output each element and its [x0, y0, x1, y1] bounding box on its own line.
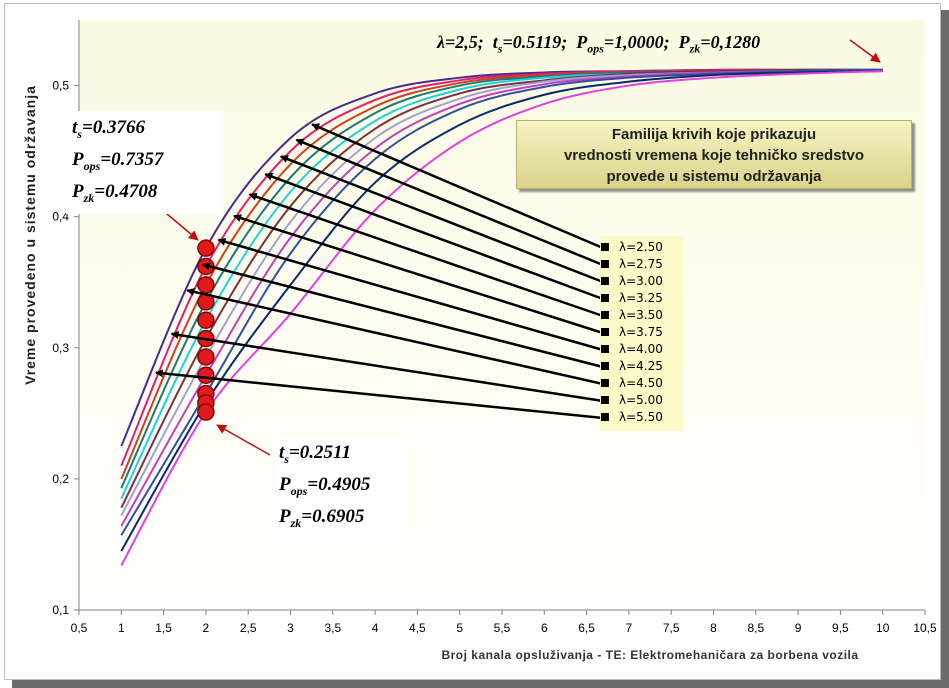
figure-shadow-bottom	[12, 678, 949, 688]
y-tick-label: 0,3	[52, 341, 69, 355]
legend-label: λ=4.50	[619, 376, 663, 390]
x-tick-label: 9,5	[832, 621, 849, 635]
legend-swatch	[601, 294, 609, 302]
legend-arrow-1	[295, 138, 604, 267]
x-tick-label: 1,5	[155, 621, 172, 635]
x-tick-label: 2,5	[240, 621, 257, 635]
legend-arrow-10	[154, 369, 604, 420]
y-tick-label: 0,2	[52, 472, 69, 486]
legend-label: λ=4.25	[619, 359, 663, 373]
marker-x2-4	[197, 311, 215, 329]
y-tick-label: 0,1	[52, 603, 69, 617]
legend-swatch	[601, 311, 609, 319]
caption-line-3: provede u sistemu održavanja	[606, 168, 822, 185]
series-line-8	[120, 68, 883, 536]
x-tick-label: 10	[876, 621, 890, 635]
legend-swatch	[601, 362, 609, 370]
legend-label: λ=5.50	[619, 410, 663, 424]
upper-pzk: Pzk=0.4708	[72, 180, 158, 205]
legend-swatch	[601, 345, 609, 353]
x-tick-label: 3	[287, 621, 294, 635]
x-tick-label: 7	[626, 621, 633, 635]
x-tick-label: 4,5	[409, 621, 426, 635]
lower-pops: Pops=0.4905	[279, 473, 371, 498]
marker-x2-7	[197, 366, 215, 385]
y-tick-label: 0,4	[52, 210, 69, 224]
upper-pops: Pops=0.7357	[72, 148, 164, 173]
legend-swatch	[601, 328, 609, 336]
lower-pzk: Pzk=0.6905	[279, 505, 365, 530]
chart-caption-box: Familija krivih koje prikazuju vrednosti…	[516, 120, 912, 189]
legend-label: λ=3.25	[619, 291, 663, 305]
x-tick-label: 6	[541, 621, 548, 635]
marker-x2-0	[197, 239, 215, 257]
marker-x2-6	[197, 348, 215, 366]
series-line-9	[120, 70, 883, 552]
legend-swatch	[601, 396, 609, 404]
legend-label: λ=3.75	[619, 325, 663, 339]
x-tick-label: 7,5	[663, 621, 680, 635]
legend: λ=2.50 λ=2.75 λ=3.00 λ=3.25 λ=3.50 λ=3.75 λ=4.…	[600, 236, 683, 431]
top-note-arrow	[849, 39, 881, 63]
x-tick-label: 5	[456, 621, 463, 635]
x-tick-label: 2	[203, 621, 210, 635]
legend-arrow-2	[279, 155, 604, 284]
lower-annotation: ts=0.2511 Pops=0.4905 Pzk=0.6905	[275, 438, 407, 538]
legend-swatch	[601, 243, 609, 251]
lower-ts: ts=0.2511	[279, 442, 351, 466]
x-tick-label: 6,5	[578, 621, 595, 635]
legend-arrow-4	[248, 192, 604, 318]
x-axis-title: Broj kanala opsluživanja - TE: Elektrome…	[441, 648, 858, 662]
y-tick-label: 0,5	[52, 79, 69, 93]
x-tick-label: 10,5	[913, 621, 937, 635]
x-tick-label: 8	[710, 621, 717, 635]
legend-arrow-9	[170, 331, 604, 403]
upper-ts: ts=0.3766	[72, 117, 146, 141]
x-tick-label: 5,5	[494, 621, 511, 635]
legend-label: λ=3.50	[619, 308, 663, 322]
marker-x2-10	[197, 403, 215, 421]
x-tick-label: 3,5	[324, 621, 341, 635]
legend-label: λ=2.75	[619, 257, 663, 271]
x-tick-label: 4	[372, 621, 379, 635]
series-line-5	[120, 68, 883, 509]
figure-shadow-right	[939, 10, 949, 688]
legend-label: λ=4.00	[619, 342, 663, 356]
legend-label: λ=2.50	[619, 240, 663, 254]
legend-swatch	[601, 413, 609, 421]
legend-arrow-8	[186, 287, 604, 386]
legend-label: λ=3.00	[619, 274, 663, 288]
series-line-10	[120, 70, 883, 566]
legend-arrow-7	[201, 262, 604, 369]
legend-swatch	[601, 260, 609, 268]
legend-arrow-6	[217, 237, 604, 352]
x-tick-label: 0,5	[71, 621, 88, 635]
legend-arrow-0	[311, 123, 604, 250]
legend-arrow-3	[264, 172, 604, 301]
legend-label: λ=5.00	[619, 393, 663, 407]
marker-x2-2	[197, 276, 215, 294]
caption-line-2: vrednosti vremena koje tehničko sredstvo	[563, 147, 865, 164]
legend-swatch	[601, 277, 609, 285]
lower-note-arrow	[216, 424, 271, 456]
legend-arrow-5	[233, 214, 604, 335]
x-tick-label: 8,5	[747, 621, 764, 635]
x-tick-label: 9	[795, 621, 802, 635]
series-line-7	[120, 68, 883, 527]
x-tick-label: 1	[118, 621, 125, 635]
caption-line-1: Familija krivih koje prikazuju	[611, 126, 817, 143]
legend-swatch	[601, 379, 609, 387]
y-axis-title: Vreme provedeno u sistemu održavanja	[22, 85, 38, 385]
upper-annotation: ts=0.3766 Pops=0.7357 Pzk=0.4708	[66, 111, 223, 215]
top-annotation: λ=2,5; ts=0.5119; Pops=1,0000; Pzk=0,128…	[437, 32, 761, 56]
